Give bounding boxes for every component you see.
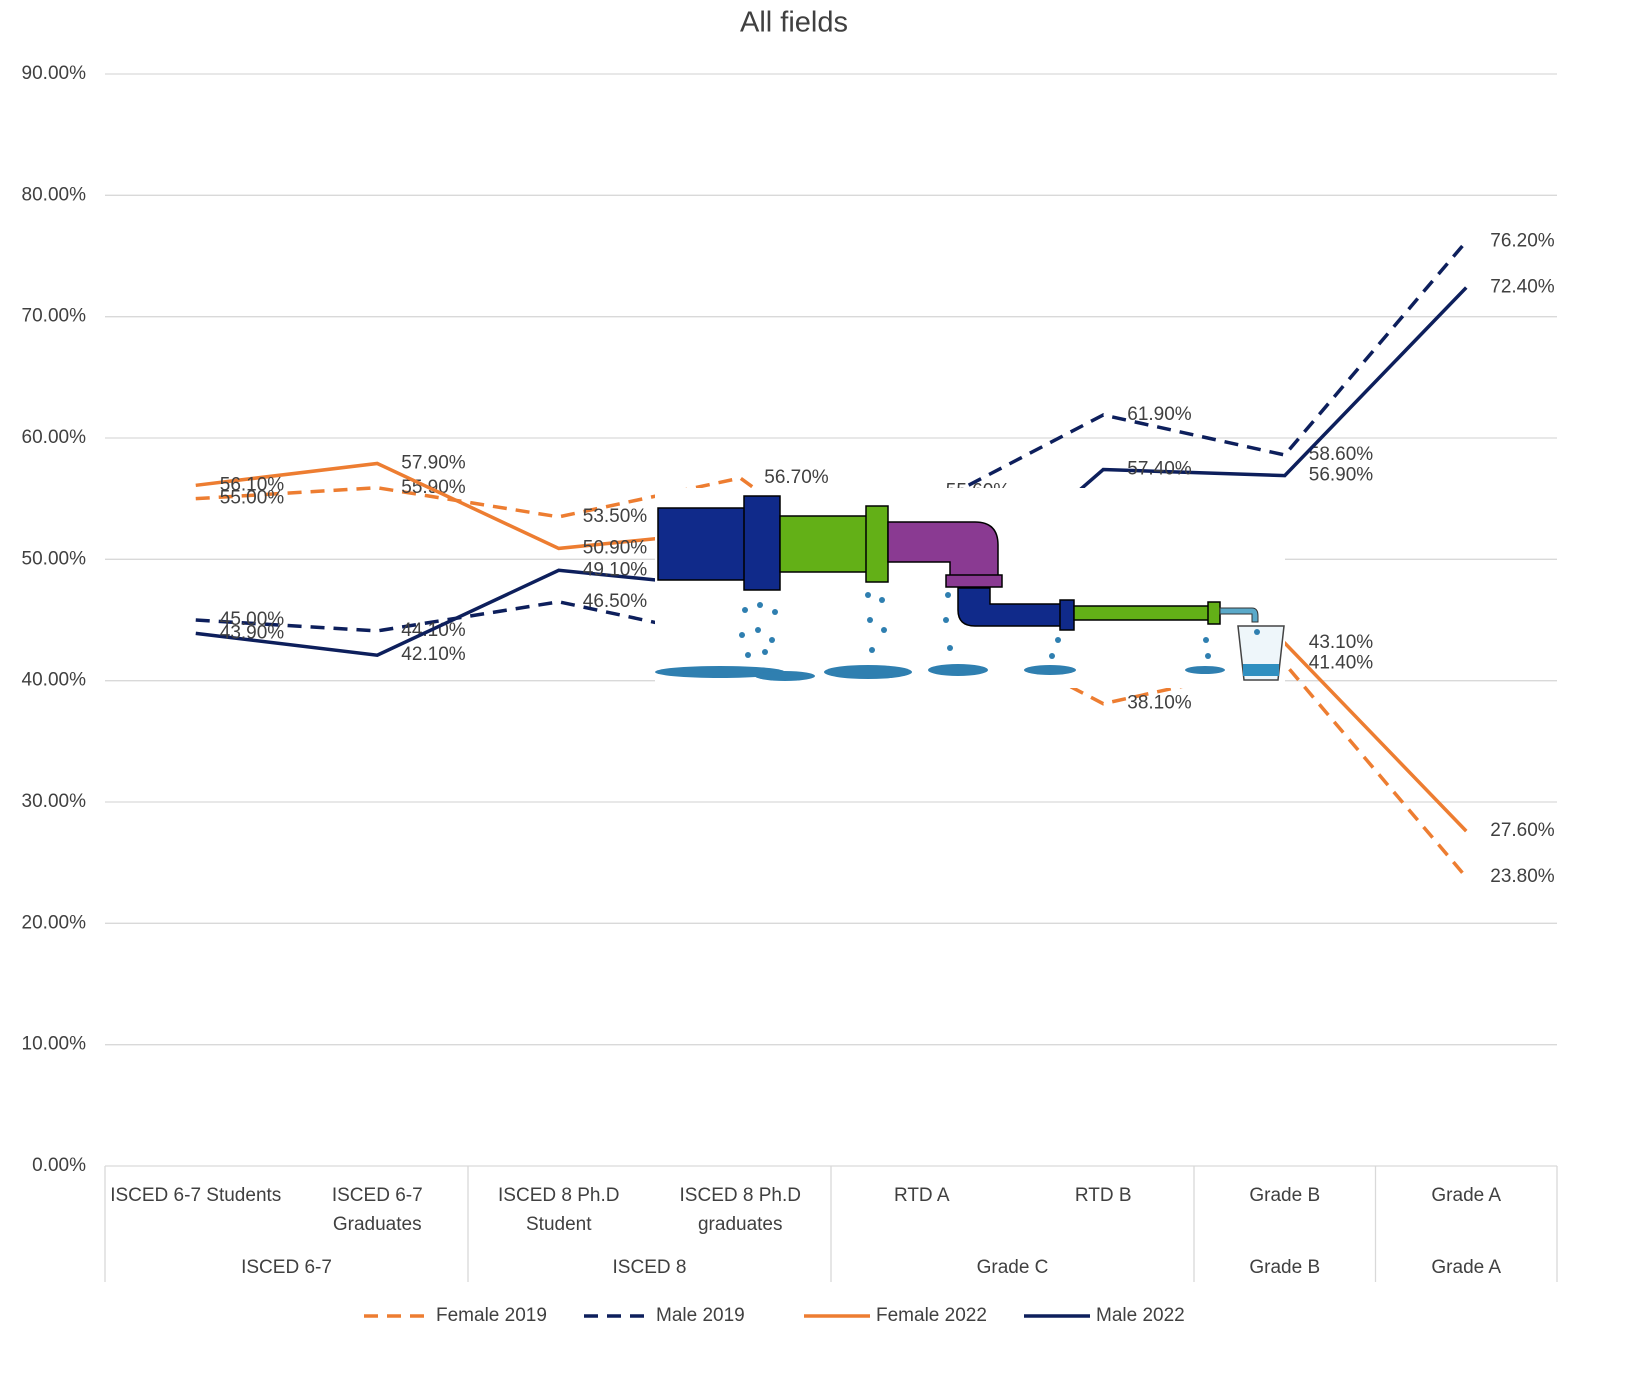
data-label: 56.10% bbox=[220, 474, 285, 495]
data-label: 72.40% bbox=[1490, 277, 1555, 298]
x-tick-label: ISCED 8 Ph.D graduates bbox=[679, 1185, 801, 1235]
data-label: 49.10% bbox=[583, 559, 648, 580]
x-tick-label: ISCED 6-7 Graduates bbox=[331, 1185, 423, 1235]
data-label: 46.50% bbox=[583, 591, 648, 612]
legend-label: Female 2022 bbox=[876, 1305, 987, 1326]
x-tick-label: Grade A bbox=[1431, 1185, 1502, 1206]
legend-label: Female 2019 bbox=[436, 1305, 547, 1326]
group-label: Grade B bbox=[1249, 1257, 1320, 1278]
data-label: 38.10% bbox=[1127, 693, 1192, 714]
y-tick-label: 60.00% bbox=[22, 427, 87, 448]
legend-label: Male 2022 bbox=[1096, 1305, 1185, 1326]
x-tick-label: Grade B bbox=[1249, 1185, 1321, 1206]
x-tick-label: ISCED 8 Ph.D Student bbox=[498, 1185, 620, 1235]
legend: Female 2019 Male 2019 Female 2022 Male 2022 bbox=[364, 1305, 1185, 1326]
data-label: 42.10% bbox=[401, 644, 466, 665]
y-tick-label: 20.00% bbox=[22, 912, 87, 933]
y-tick-label: 10.00% bbox=[22, 1034, 87, 1055]
legend-label: Male 2019 bbox=[656, 1305, 745, 1326]
data-label: 23.80% bbox=[1490, 866, 1555, 887]
x-tick-label: RTD A bbox=[893, 1185, 950, 1206]
group-label: Grade A bbox=[1431, 1257, 1501, 1278]
data-label: 57.40% bbox=[1127, 459, 1192, 480]
data-label: 27.60% bbox=[1490, 820, 1555, 841]
data-label: 50.90% bbox=[583, 537, 648, 558]
data-label: 56.70% bbox=[764, 467, 829, 488]
y-tick-label: 0.00% bbox=[32, 1155, 86, 1176]
y-tick-label: 80.00% bbox=[22, 184, 87, 205]
pipe-illustration bbox=[655, 488, 1285, 688]
chart-title: All fields bbox=[740, 7, 848, 39]
data-label: 43.10% bbox=[1309, 632, 1374, 653]
y-tick-label: 90.00% bbox=[22, 63, 87, 84]
data-label: 55.00% bbox=[220, 488, 285, 509]
y-tick-label: 30.00% bbox=[22, 791, 87, 812]
data-label: 45.00% bbox=[220, 609, 285, 630]
data-label: 41.40% bbox=[1309, 653, 1374, 674]
data-label: 57.90% bbox=[401, 452, 466, 473]
data-label: 76.20% bbox=[1490, 230, 1555, 251]
group-label: ISCED 6-7 bbox=[241, 1257, 332, 1278]
data-label: 43.90% bbox=[220, 622, 285, 643]
data-label: 56.90% bbox=[1309, 465, 1374, 486]
group-label: Grade C bbox=[977, 1257, 1049, 1278]
y-tick-label: 40.00% bbox=[22, 670, 87, 691]
x-tick-label: RTD B bbox=[1074, 1185, 1132, 1206]
series-line bbox=[195, 240, 1468, 643]
axis: 0.00% 10.00% 20.00% 30.00% 40.00% 50.00% 60.00… bbox=[22, 63, 1558, 1282]
data-label: 58.60% bbox=[1309, 444, 1374, 465]
x-tick-label: ISCED 6-7 Students bbox=[110, 1185, 282, 1206]
y-tick-label: 70.00% bbox=[22, 306, 87, 327]
data-label: 53.50% bbox=[583, 506, 648, 527]
group-label: ISCED 8 bbox=[613, 1257, 687, 1278]
data-label: 61.90% bbox=[1127, 404, 1192, 425]
y-tick-label: 50.00% bbox=[22, 548, 87, 569]
